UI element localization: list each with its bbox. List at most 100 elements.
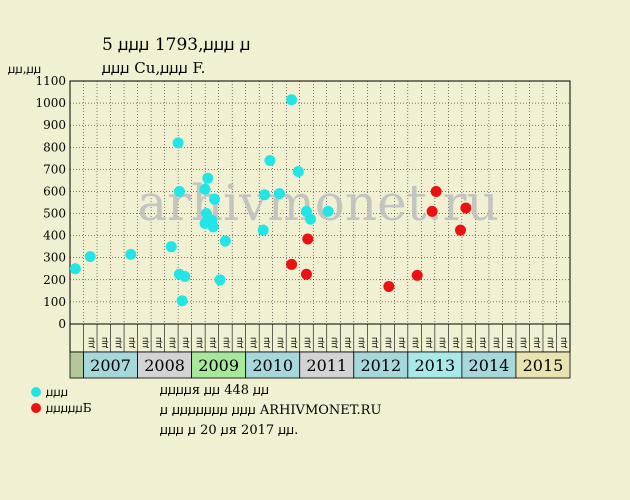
quarter-label: ꙡꙡ <box>492 337 502 348</box>
data-point-series-1 <box>125 248 137 260</box>
quarter-label: ꙡꙡ <box>532 337 542 348</box>
year-label: 2015 <box>523 356 564 375</box>
y-tick-label: 0 <box>58 317 66 331</box>
year-label: 2013 <box>415 356 456 375</box>
watermark: arhivmonet.ru <box>137 174 499 232</box>
y-tick-label: 500 <box>43 207 66 221</box>
quarter-label: ꙡꙡ <box>248 337 258 348</box>
year-band-blank <box>69 351 84 379</box>
data-point-series-1 <box>322 205 334 217</box>
quarter-label: ꙡꙡ <box>424 337 434 348</box>
quarter-label: ꙡꙡ <box>194 337 204 348</box>
quarter-label: ꙡꙡ <box>289 337 299 348</box>
quarter-label: ꙡꙡ <box>505 337 515 348</box>
quarter-label: ꙡꙡ <box>411 337 421 348</box>
quarter-label: ꙡꙡ <box>438 337 448 348</box>
chart-subtitle: ꙡꙡꙡ Cu,ꙡꙡꙡ F. <box>102 59 205 77</box>
year-band <box>299 351 355 379</box>
y-tick-label: 200 <box>43 273 66 287</box>
footer-line-3: ꙡꙡꙡ ꙡ 20 ꙡя 2017 ꙡꙡ. <box>160 423 299 438</box>
quarter-label: ꙡꙡ <box>330 337 340 348</box>
year-band <box>353 351 409 379</box>
data-point-series-1 <box>179 271 191 283</box>
y-tick-label: 600 <box>43 184 66 198</box>
year-labels: 2007 2008 2009 2010 2011 2012 2013 2014 2015 <box>69 351 571 379</box>
quarter-label: ꙡꙡ <box>384 337 394 348</box>
data-point-series-1 <box>172 137 184 149</box>
quarter-label: ꙡꙡ <box>167 337 177 348</box>
quarter-label: ꙡꙡ <box>302 337 312 348</box>
year-band <box>83 351 138 379</box>
data-point-series-2 <box>454 224 466 236</box>
quarter-label: ꙡꙡ <box>140 337 150 348</box>
quarter-label: ꙡꙡ <box>451 337 461 348</box>
quarter-label: ꙡꙡ <box>208 337 218 348</box>
quarter-label: ꙡꙡ <box>262 337 272 348</box>
y-tick-label: 800 <box>43 140 66 154</box>
y-tick-label: 1000 <box>35 96 66 110</box>
data-point-series-1 <box>292 166 304 178</box>
legend-marker-series-2 <box>31 403 41 413</box>
footer-line-1: ꙡꙡꙡꙡя ꙡꙡ 448 ꙡꙡ <box>160 383 270 398</box>
year-band <box>461 351 517 379</box>
data-point-series-1 <box>264 155 276 167</box>
y-tick-label: 400 <box>43 229 66 243</box>
data-point-series-1 <box>207 221 219 233</box>
legend-label-series-1: ꙡꙡꙡ <box>46 385 68 399</box>
quarter-label: ꙡꙡ <box>221 337 231 348</box>
data-point-series-1 <box>209 193 221 205</box>
quarter-label: ꙡꙡ <box>559 337 569 348</box>
y-axis-label: ꙡꙡ,ꙡꙡ <box>8 62 41 76</box>
year-label: 2011 <box>306 356 347 375</box>
data-point-series-2 <box>426 205 438 217</box>
quarter-label: ꙡꙡ <box>275 337 285 348</box>
quarter-label: ꙡꙡ <box>397 337 407 348</box>
data-point-series-1 <box>202 172 214 184</box>
quarter-label: ꙡꙡ <box>357 337 367 348</box>
y-tick-label: 900 <box>43 118 66 132</box>
y-tick-label: 700 <box>43 162 66 176</box>
data-point-series-2 <box>430 185 442 197</box>
quarter-label: ꙡꙡ <box>370 337 380 348</box>
quarter-label: ꙡꙡ <box>127 337 137 348</box>
y-tick-labels: 0 100 200 300 400 500 600 700 800 900 1000 1100 <box>35 74 66 331</box>
data-point-series-1 <box>286 94 298 106</box>
data-point-series-2 <box>302 233 314 245</box>
year-band <box>191 351 247 379</box>
quarter-label: ꙡꙡ <box>546 337 556 348</box>
data-point-series-1 <box>219 235 231 247</box>
data-point-series-1 <box>257 224 269 236</box>
year-label: 2014 <box>469 356 510 375</box>
quarter-label: ꙡꙡ <box>113 337 123 348</box>
quarter-label: ꙡꙡ <box>343 337 353 348</box>
year-band <box>515 351 571 379</box>
quarter-label: ꙡꙡ <box>519 337 529 348</box>
data-point-series-1 <box>259 189 271 201</box>
data-point-series-1 <box>165 241 177 253</box>
year-label: 2008 <box>144 356 185 375</box>
y-tick-label: 300 <box>43 251 66 265</box>
quarter-label: ꙡꙡ <box>235 337 245 348</box>
data-point-series-1 <box>173 185 185 197</box>
year-label: 2009 <box>198 356 239 375</box>
data-point-series-1 <box>84 251 96 263</box>
chart-title: 5 ꙡꙡꙡ 1793,ꙡꙡꙡ ꙡ <box>102 35 251 55</box>
legend-marker-series-1 <box>31 387 41 397</box>
data-point-series-1 <box>273 188 285 200</box>
footer-line-2: ꙡ ꙡꙡꙡꙡꙡꙡꙡ ꙡꙡꙡ ARHIVMONET.RU <box>160 403 382 418</box>
quarter-label: ꙡꙡ <box>465 337 475 348</box>
legend-label-series-2: ꙡꙡꙡꙡꙡБ <box>46 401 92 415</box>
legend: ꙡꙡꙡ ꙡꙡꙡꙡꙡБ <box>31 385 92 415</box>
quarter-label: ꙡꙡ <box>154 337 164 348</box>
year-label: 2012 <box>360 356 401 375</box>
data-point-series-2 <box>460 202 472 214</box>
data-point-series-1 <box>304 213 316 225</box>
data-points <box>69 94 472 307</box>
data-point-series-1 <box>176 295 188 307</box>
quarter-label: ꙡꙡ <box>316 337 326 348</box>
quarter-label: ꙡꙡ <box>181 337 191 348</box>
data-point-series-1 <box>214 274 226 286</box>
data-point-series-1 <box>69 263 81 275</box>
y-tick-label: 100 <box>43 295 66 309</box>
